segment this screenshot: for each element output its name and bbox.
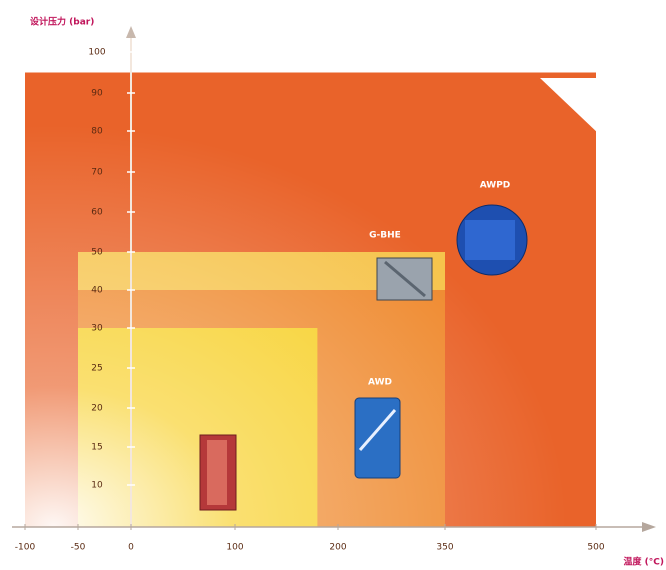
x-tick-label: 350	[436, 543, 453, 553]
y-tick-label: 25	[91, 364, 102, 374]
product-shell	[376, 257, 433, 301]
y-tick-label: 20	[91, 404, 103, 414]
x-tick-label: -100	[15, 543, 36, 553]
corner-cut	[540, 78, 600, 135]
y-axis-title: 设计压力 (bar)	[30, 16, 94, 28]
y-tick-label: 90	[91, 89, 103, 99]
y-arrow	[126, 26, 136, 38]
y-tick-label: 40	[91, 286, 103, 296]
glow-overlay	[25, 80, 596, 527]
product-welded	[354, 397, 401, 479]
region-label: AWPD	[480, 181, 511, 191]
y-tick-label: 70	[91, 168, 103, 178]
y-tick-label: 10	[91, 481, 103, 491]
region-label: AWD	[368, 378, 392, 388]
x-axis-title: 温度 (°C)	[624, 556, 664, 568]
y-tick-label: 100	[88, 48, 105, 58]
region-label: G-BHE	[369, 231, 401, 241]
x-arrow	[642, 522, 656, 532]
x-tick-label: 200	[329, 543, 346, 553]
x-tick-label: 0	[128, 543, 134, 553]
y-tick-label: 60	[91, 208, 103, 218]
x-tick-label: 500	[587, 543, 604, 553]
y-tick-label: 15	[91, 443, 102, 453]
y-tick-label: 30	[91, 324, 103, 334]
y-tick-label: 50	[91, 248, 103, 258]
product-block	[456, 204, 528, 276]
x-tick-label: -50	[71, 543, 86, 553]
x-tick-label: 100	[226, 543, 243, 553]
y-tick-label: 80	[91, 127, 103, 137]
product-gasketed	[199, 434, 237, 511]
